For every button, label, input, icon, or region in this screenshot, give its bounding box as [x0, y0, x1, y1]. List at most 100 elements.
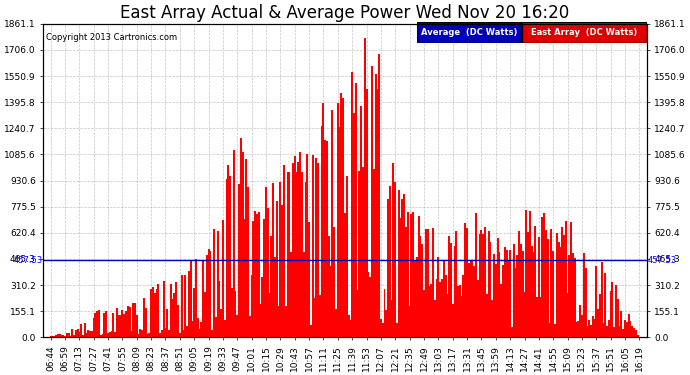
Bar — [509, 250, 511, 338]
Bar — [204, 292, 206, 338]
Bar — [601, 262, 602, 338]
Bar — [256, 214, 258, 338]
Bar — [391, 300, 393, 338]
Bar — [443, 260, 445, 338]
Bar — [613, 327, 615, 338]
Bar — [403, 194, 405, 338]
Bar — [385, 310, 387, 338]
Bar — [477, 280, 479, 338]
Bar — [95, 313, 97, 338]
Bar — [518, 231, 520, 338]
Bar — [628, 314, 629, 338]
Bar — [346, 176, 348, 338]
Bar — [488, 231, 490, 338]
Bar — [622, 329, 624, 338]
Bar — [586, 326, 589, 338]
Bar — [489, 242, 491, 338]
Bar — [597, 309, 599, 338]
Bar — [357, 290, 359, 338]
Bar — [215, 316, 217, 338]
Bar — [479, 234, 481, 338]
Bar — [353, 113, 355, 338]
Bar — [455, 231, 457, 338]
Bar — [154, 293, 156, 338]
Bar — [624, 320, 626, 338]
Bar — [279, 182, 282, 338]
Bar — [308, 222, 310, 338]
Bar — [330, 266, 332, 338]
Bar — [86, 333, 88, 338]
Bar — [127, 306, 129, 338]
Bar — [241, 152, 244, 338]
Bar — [175, 282, 177, 338]
Bar — [134, 303, 136, 338]
Bar — [504, 247, 506, 338]
Bar — [163, 281, 165, 338]
Bar — [525, 210, 527, 338]
Bar — [604, 273, 607, 338]
Bar — [531, 246, 533, 338]
Bar — [273, 183, 274, 338]
Bar — [164, 328, 166, 338]
Bar — [633, 328, 635, 338]
Bar — [432, 228, 434, 338]
Bar — [335, 309, 337, 338]
Bar — [124, 315, 125, 338]
Bar — [629, 321, 631, 338]
Bar — [155, 289, 157, 338]
Bar — [421, 244, 423, 338]
Bar — [264, 219, 265, 338]
Bar — [132, 303, 134, 338]
Bar — [77, 329, 79, 338]
Bar — [412, 212, 414, 338]
Bar — [119, 315, 121, 338]
Bar — [313, 298, 315, 338]
Bar — [611, 282, 613, 338]
Bar — [402, 199, 404, 338]
Bar — [276, 201, 278, 338]
Bar — [97, 311, 98, 338]
Bar — [224, 320, 226, 338]
Bar — [322, 103, 324, 338]
Bar — [446, 294, 448, 338]
Bar — [540, 297, 542, 338]
Bar — [560, 247, 562, 338]
Bar — [396, 323, 398, 338]
Bar — [382, 323, 384, 338]
Bar — [209, 251, 211, 338]
Bar — [235, 291, 237, 338]
Bar — [277, 306, 279, 338]
Bar — [245, 159, 247, 338]
Bar — [55, 334, 57, 338]
Bar — [579, 305, 581, 338]
Bar — [491, 300, 493, 338]
Bar — [387, 199, 389, 338]
Bar — [464, 223, 466, 338]
Bar — [312, 155, 314, 338]
Bar — [173, 293, 175, 338]
Bar — [152, 287, 154, 338]
Bar — [450, 243, 452, 338]
Bar — [202, 261, 204, 338]
Bar — [527, 232, 529, 338]
Bar — [417, 216, 420, 338]
Bar — [295, 172, 297, 338]
Bar — [265, 188, 267, 338]
Bar — [92, 318, 95, 338]
Bar — [258, 212, 260, 338]
Bar — [507, 260, 509, 338]
Bar — [378, 54, 380, 338]
Bar — [208, 249, 210, 338]
Bar — [547, 239, 549, 338]
Bar — [321, 126, 323, 338]
Bar — [551, 229, 553, 338]
Bar — [561, 227, 563, 338]
Bar — [328, 236, 330, 338]
Bar — [484, 227, 486, 338]
Bar — [423, 290, 425, 338]
Bar — [331, 110, 333, 338]
Bar — [50, 336, 52, 338]
Bar — [186, 326, 188, 338]
Bar — [592, 316, 593, 338]
Bar — [292, 163, 294, 338]
